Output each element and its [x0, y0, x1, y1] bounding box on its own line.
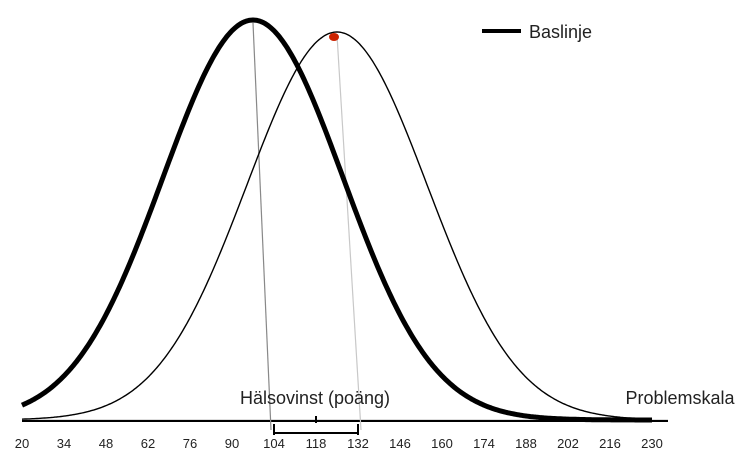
guide-line-followup	[336, 34, 362, 431]
x-tick-label-62: 62	[141, 436, 155, 451]
x-tick-label-20: 20	[15, 436, 29, 451]
interval-bracket	[273, 416, 359, 435]
guide-line-baseline	[252, 22, 272, 431]
scale-label: Problemskala	[625, 388, 735, 408]
x-tick-label-104: 104	[263, 436, 285, 451]
x-tick-label-132: 132	[347, 436, 369, 451]
x-tick-label-160: 160	[431, 436, 453, 451]
distribution-curves	[20, 17, 653, 423]
mean-guide-lines	[252, 22, 362, 431]
legend-label-baslinje: Baslinje	[529, 22, 592, 42]
x-tick-label-230: 230	[641, 436, 663, 451]
curve-followup	[21, 31, 653, 420]
x-tick-label-90: 90	[225, 436, 239, 451]
curve-baslinje	[20, 17, 653, 423]
peak-markers	[329, 33, 339, 41]
x-tick-label-34: 34	[57, 436, 71, 451]
x-tick-label-48: 48	[99, 436, 113, 451]
x-tick-label-216: 216	[599, 436, 621, 451]
x-tick-label-174: 174	[473, 436, 495, 451]
x-tick-label-118: 118	[306, 436, 327, 451]
legend: Baslinje	[482, 22, 592, 42]
x-tick-label-188: 188	[515, 436, 537, 451]
peak-marker-followup	[329, 33, 339, 41]
x-tick-label-146: 146	[389, 436, 411, 451]
x-tick-labels: 20 34 48 62 76 90 104 118 132 146 160 174 188 202 216 2…	[15, 436, 663, 451]
x-tick-label-76: 76	[183, 436, 197, 451]
gain-label: Hälsovinst (poäng)	[240, 388, 390, 408]
x-tick-label-202: 202	[557, 436, 579, 451]
